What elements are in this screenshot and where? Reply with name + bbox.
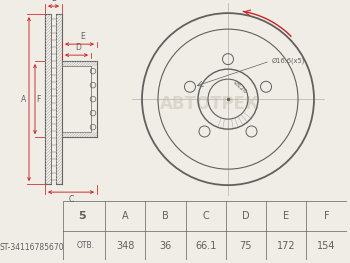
Text: Ø16.6(x5): Ø16.6(x5)	[272, 58, 305, 64]
Text: F: F	[323, 211, 329, 221]
Text: F: F	[36, 95, 40, 104]
Text: B: B	[162, 211, 169, 221]
Text: ST-34116785670: ST-34116785670	[0, 243, 64, 252]
Text: 36: 36	[159, 241, 172, 251]
Text: D: D	[242, 211, 250, 221]
Text: Ø120: Ø120	[232, 80, 248, 95]
Text: 172: 172	[277, 241, 295, 251]
Text: E: E	[80, 32, 85, 41]
Text: 348: 348	[116, 241, 134, 251]
Text: C: C	[68, 195, 74, 204]
Text: 5: 5	[78, 211, 86, 221]
Text: D: D	[76, 43, 82, 52]
Text: ОТВ.: ОТВ.	[77, 241, 95, 250]
Text: 66.1: 66.1	[195, 241, 216, 251]
Text: B: B	[51, 0, 56, 3]
Text: A: A	[21, 95, 26, 104]
Text: A: A	[122, 211, 128, 221]
Text: АВТОТРЕК: АВТОТРЕК	[160, 95, 260, 113]
Text: E: E	[283, 211, 289, 221]
Text: C: C	[202, 211, 209, 221]
Text: 154: 154	[317, 241, 336, 251]
Text: 75: 75	[240, 241, 252, 251]
